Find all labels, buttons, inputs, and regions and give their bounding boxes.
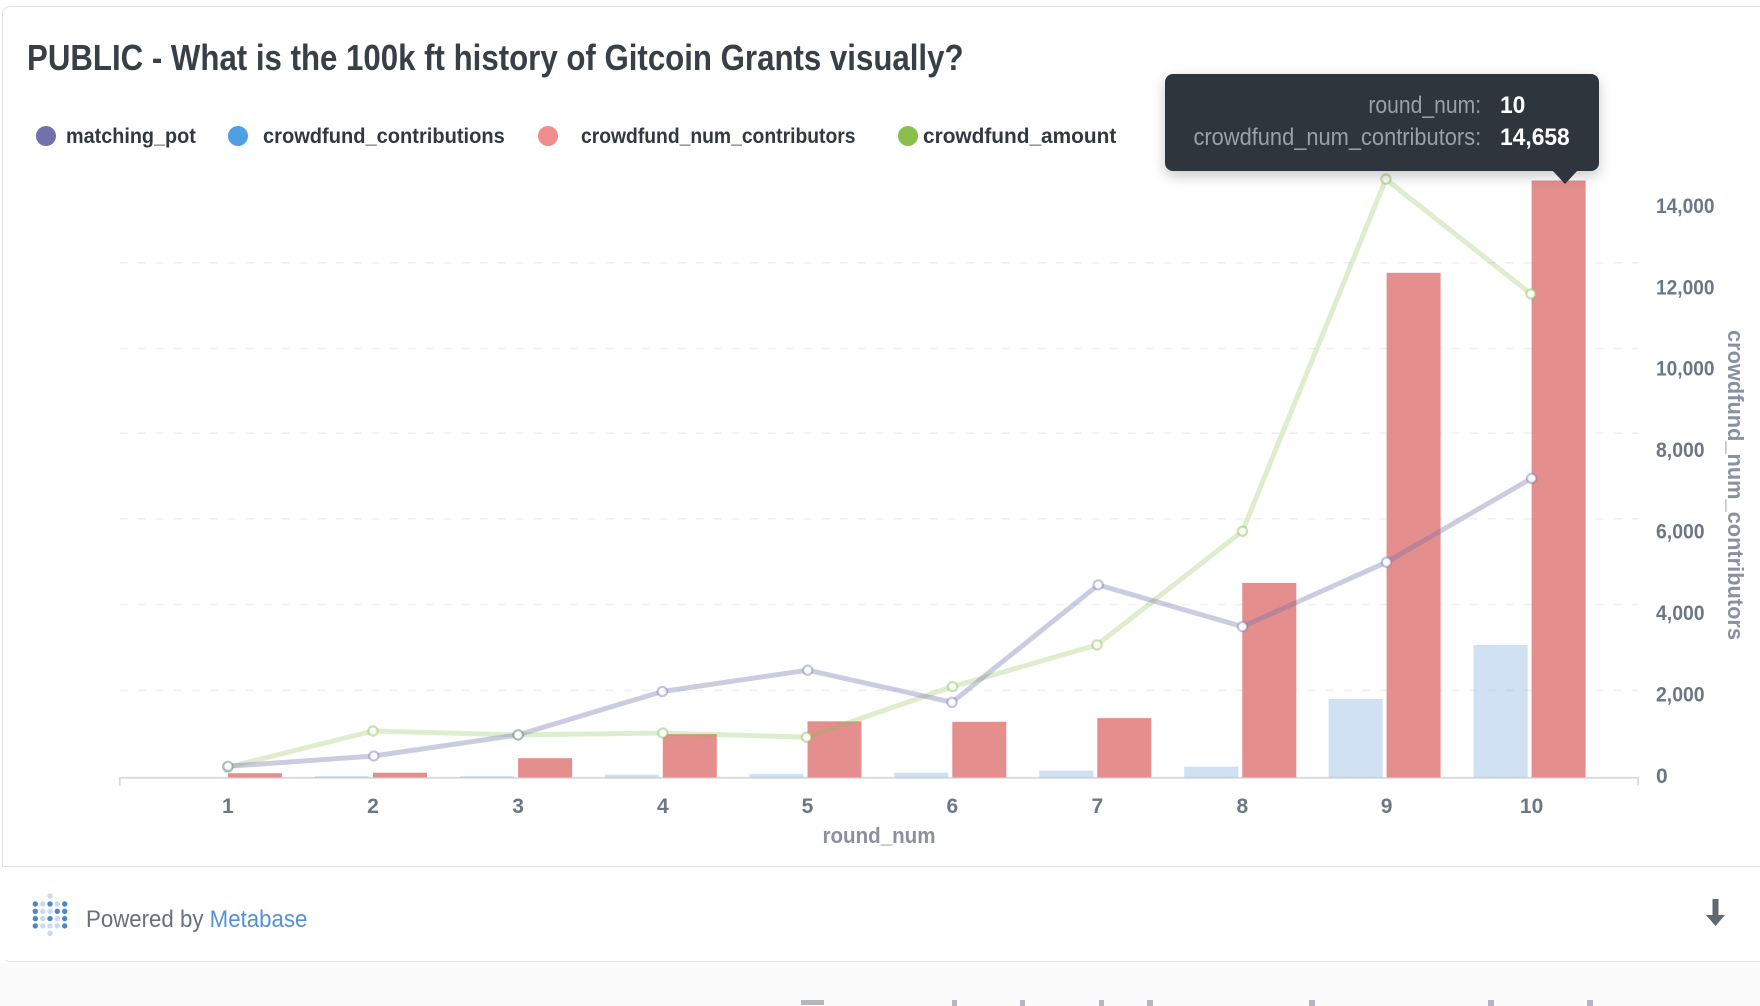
svg-text:0: 0 (1656, 765, 1668, 788)
svg-text:8: 8 (1236, 795, 1248, 818)
svg-text:5: 5 (802, 795, 814, 818)
svg-text:10: 10 (1520, 795, 1543, 818)
svg-text:1: 1 (222, 795, 234, 818)
svg-text:7: 7 (1091, 795, 1103, 818)
svg-text:12,000: 12,000 (1656, 276, 1715, 299)
svg-text:4: 4 (657, 795, 669, 818)
svg-text:2,000: 2,000 (1656, 684, 1705, 707)
svg-text:6: 6 (946, 795, 958, 818)
svg-text:8,000: 8,000 (1656, 439, 1705, 462)
svg-text:9: 9 (1381, 795, 1393, 818)
svg-text:6,000: 6,000 (1656, 521, 1705, 544)
svg-text:4,000: 4,000 (1656, 602, 1705, 625)
svg-text:crowdfund_num_contributors: crowdfund_num_contributors (1723, 330, 1748, 640)
svg-text:2: 2 (367, 795, 379, 818)
svg-text:round_num: round_num (823, 823, 936, 848)
svg-text:10,000: 10,000 (1656, 358, 1715, 381)
svg-text:14,000: 14,000 (1656, 195, 1715, 218)
svg-text:3: 3 (512, 795, 524, 818)
